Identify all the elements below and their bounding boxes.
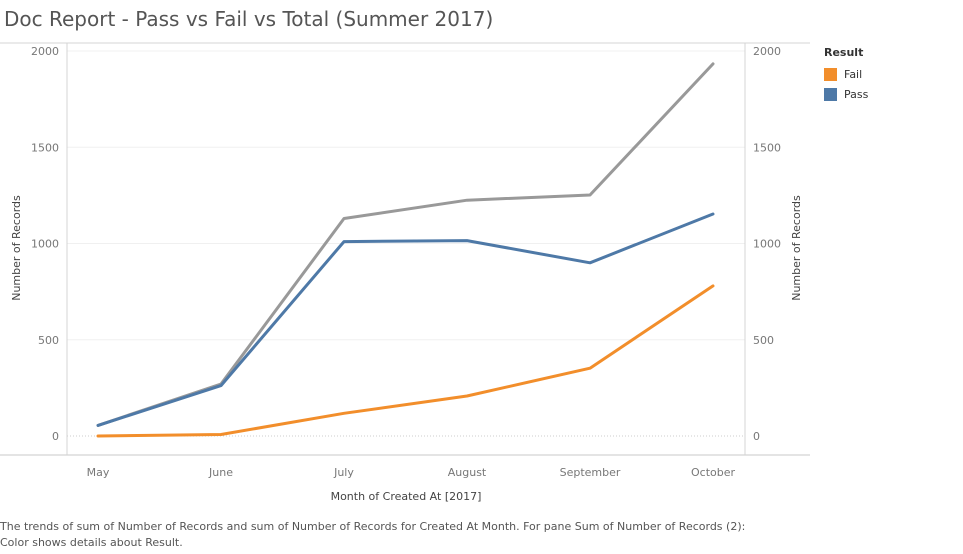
x-tick-label: August xyxy=(448,466,487,479)
x-axis-ticks: May June July August September October xyxy=(87,466,736,479)
x-tick-label: May xyxy=(87,466,110,479)
y-tick-label-left: 2000 xyxy=(31,45,59,58)
series-line-0 xyxy=(96,62,715,427)
legend: Result Fail Pass xyxy=(824,46,868,104)
left-axis-title: Number of Records xyxy=(10,195,23,301)
right-axis-title: Number of Records xyxy=(790,195,803,301)
y-tick-label-left: 500 xyxy=(38,334,59,347)
left-axis-ticks: 0 500 1000 1500 2000 xyxy=(31,45,59,443)
y-tick-label-right: 500 xyxy=(753,334,774,347)
y-tick-label-left: 1000 xyxy=(31,238,59,251)
x-tick-label: June xyxy=(208,466,233,479)
x-tick-label: July xyxy=(333,466,354,479)
legend-swatch-pass xyxy=(824,87,837,101)
y-tick-label-right: 0 xyxy=(753,430,760,443)
legend-title: Result xyxy=(824,46,864,59)
right-axis-ticks: 0 500 1000 1500 2000 xyxy=(753,45,781,443)
y-tick-label-left: 1500 xyxy=(31,141,59,154)
line-chart: 0 500 1000 1500 2000 0 500 1000 1500 2000 May Jun… xyxy=(0,42,810,503)
legend-item-pass[interactable]: Pass xyxy=(824,84,868,104)
y-tick-label-right: 1000 xyxy=(753,238,781,251)
legend-label-pass: Pass xyxy=(844,87,869,101)
y-tick-label-right: 1500 xyxy=(753,141,781,154)
legend-item-fail[interactable]: Fail xyxy=(824,64,868,84)
x-tick-label: October xyxy=(691,466,735,479)
y-tick-label-right: 2000 xyxy=(753,45,781,58)
chart-caption: The trends of sum of Number of Records a… xyxy=(0,520,746,549)
legend-label-fail: Fail xyxy=(844,67,863,81)
chart-title: Doc Report - Pass vs Fail vs Total (Summ… xyxy=(4,7,494,31)
series-line-fail xyxy=(96,284,715,438)
legend-swatch-fail xyxy=(824,67,837,81)
plot-frame xyxy=(0,42,810,456)
series-line-pass xyxy=(96,212,715,427)
y-tick-label-left: 0 xyxy=(52,430,59,443)
x-axis-title: Month of Created At [2017] xyxy=(331,490,482,503)
series-lines xyxy=(96,62,715,438)
x-tick-label: September xyxy=(560,466,621,479)
gridlines xyxy=(67,50,745,437)
